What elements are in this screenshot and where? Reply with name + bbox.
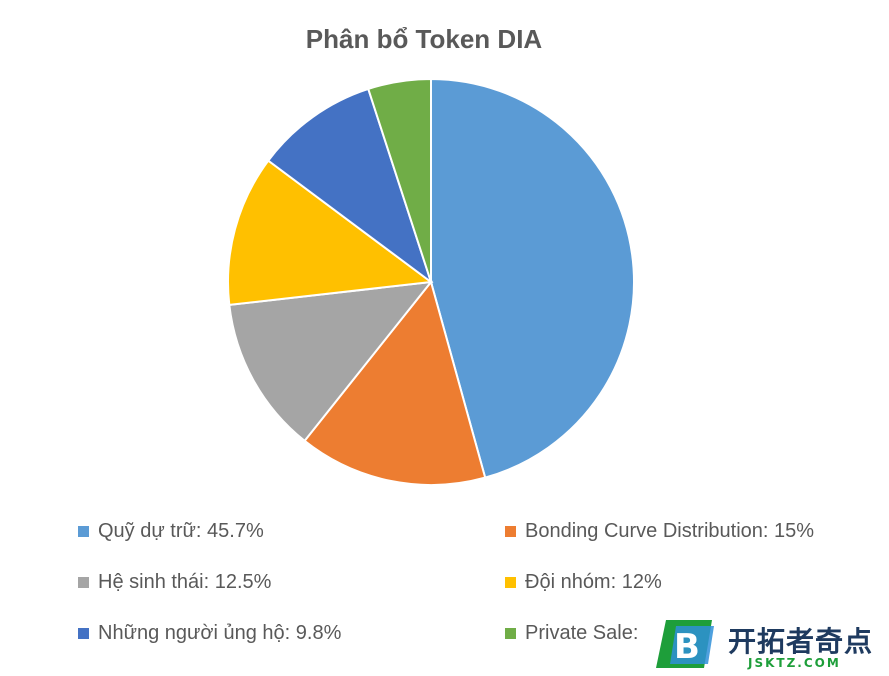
legend-item-team: Đội nhóm: 12% [505,571,662,594]
watermark-badge-letter: B [674,627,700,667]
pie-slice-private-sale [367,77,432,283]
legend-label-supporters: Những người ủng hộ: 9.8% [98,622,342,644]
pie-slice-reserve [430,77,635,479]
watermark-badge-icon: B [656,620,714,668]
legend-item-private-sale: Private Sale: [505,622,638,645]
legend-label-private-sale: Private Sale: [525,622,639,644]
legend-swatch-ecosystem [78,577,89,588]
watermark-logo: B 开拓者奇点 JSKTZ.COM [648,614,889,676]
legend-swatch-reserve [78,526,89,537]
watermark-cn-text: 开拓者奇点 [728,625,874,658]
chart-title: Phân bổ Token DIA [305,24,543,54]
pie-slice-ecosystem [228,280,434,443]
legend-item-supporters: Những người ủng hộ: 9.8% [78,622,341,645]
legend-label-team: Đội nhóm: 12% [525,571,662,593]
legend-label-bonding-curve: Bonding Curve Distribution: 15% [525,520,815,542]
watermark-en-text: JSKTZ.COM [748,656,841,670]
legend-swatch-supporters [78,628,89,639]
legend-swatch-team [505,577,516,588]
pie-slice-team [227,159,434,307]
legend-label-ecosystem: Hệ sinh thái: 12.5% [98,571,272,593]
legend-item-reserve: Quỹ dự trữ: 45.7% [78,520,264,543]
pie-slice-supporters [266,87,433,285]
legend-item-bonding-curve: Bonding Curve Distribution: 15% [505,520,814,543]
legend-label-reserve: Quỹ dự trữ: 45.7% [98,520,264,542]
legend-swatch-bonding-curve [505,526,516,537]
legend-swatch-private-sale [505,628,516,639]
legend-item-ecosystem: Hệ sinh thái: 12.5% [78,571,271,594]
pie-slice-bonding-curve [303,279,487,486]
